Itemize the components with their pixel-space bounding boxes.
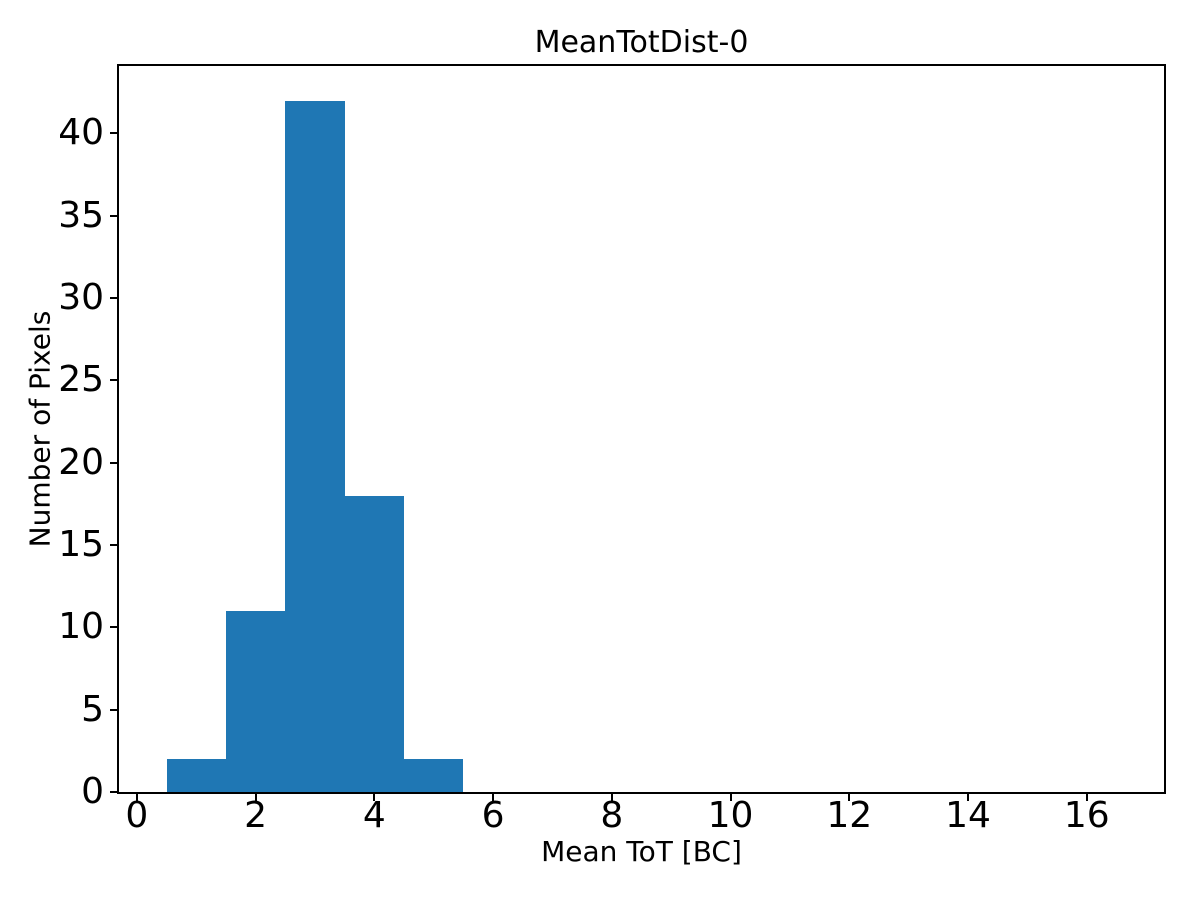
x-tick-label: 2 — [244, 795, 268, 836]
histogram-bar — [344, 495, 404, 792]
y-tick-mark — [110, 708, 117, 711]
histogram-bar — [166, 759, 226, 792]
y-tick-mark — [110, 544, 117, 547]
y-tick-label: 5 — [81, 688, 104, 730]
x-tick-label: 4 — [362, 795, 386, 836]
y-tick-mark — [110, 132, 117, 135]
y-tick-label: 0 — [81, 771, 104, 812]
y-tick-label: 25 — [58, 359, 104, 401]
y-tick-mark — [110, 461, 117, 464]
histogram-bar — [225, 610, 286, 792]
x-tick-label: 16 — [1063, 795, 1110, 836]
x-tick-mark — [492, 794, 495, 801]
y-tick-mark — [110, 214, 117, 217]
x-axis-label: Mean ToT [BC] — [541, 835, 742, 868]
histogram-bar — [404, 759, 464, 792]
x-tick-mark — [1085, 794, 1088, 801]
x-tick-mark — [967, 794, 970, 801]
y-axis-label: Number of Pixels — [23, 310, 57, 548]
y-tick-mark — [110, 297, 117, 300]
chart-title: MeanTotDist-0 — [534, 25, 749, 60]
y-tick-label: 20 — [58, 441, 104, 483]
plot-area: 0 2 4 6 8 10 12 14 16 0 5 10 15 20 25 30 35 40 — [58, 64, 1166, 835]
y-tick-label: 35 — [58, 194, 104, 236]
x-tick-mark — [135, 794, 138, 801]
x-tick-label: 6 — [481, 795, 505, 836]
histogram-bar — [285, 100, 345, 792]
x-tick-label: 12 — [826, 795, 873, 836]
x-tick-label: 8 — [600, 795, 624, 836]
y-tick-label: 15 — [58, 524, 104, 566]
x-tick-label: 14 — [945, 795, 991, 836]
x-tick-mark — [373, 794, 376, 801]
y-tick-label: 40 — [58, 112, 104, 154]
y-tick-mark — [110, 791, 117, 793]
y-tick-label: 30 — [58, 277, 104, 319]
x-tick-mark — [254, 794, 257, 801]
x-tick-mark — [848, 794, 851, 801]
x-tick-label: 0 — [125, 795, 149, 836]
x-tick-mark — [729, 794, 732, 801]
y-tick-mark — [110, 626, 117, 629]
y-tick-mark — [110, 379, 117, 382]
x-tick-mark — [610, 794, 613, 801]
y-tick-label: 10 — [58, 606, 104, 648]
x-tick-label: 10 — [707, 795, 754, 836]
